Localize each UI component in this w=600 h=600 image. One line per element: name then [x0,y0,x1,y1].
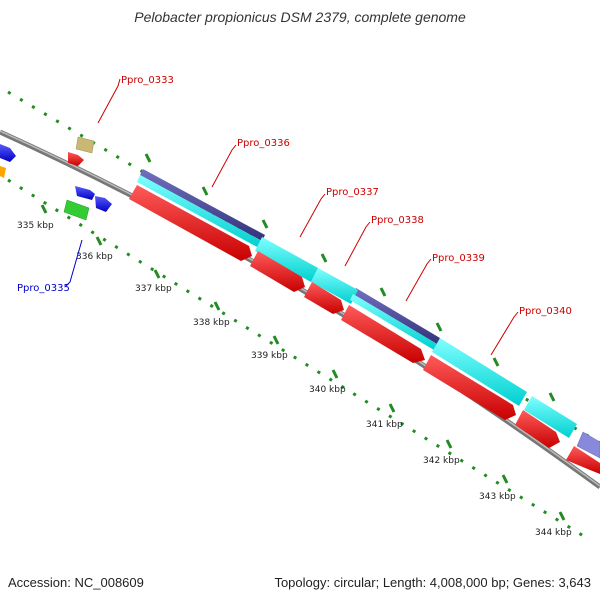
gene-label-ppro-0337[interactable]: Ppro_0337 [326,187,379,198]
red-gene-next[interactable] [515,410,560,448]
accession-text: Accession: NC_008609 [8,575,144,590]
navy-feature-1[interactable] [140,169,265,241]
gene-label-ppro-0340[interactable]: Ppro_0340 [519,306,572,317]
cyan-feature-6[interactable] [524,396,577,438]
red-gene-0333[interactable] [68,152,84,166]
tick-label: 341 kbp [366,420,403,430]
gene-label-ppro-0336[interactable]: Ppro_0336 [237,138,290,149]
cyan-feature-5[interactable] [432,338,527,406]
tick-label: 343 kbp [479,492,516,502]
tick-label: 335 kbp [17,221,54,231]
tick-label: 340 kbp [309,385,346,395]
gene-label-ppro-0339[interactable]: Ppro_0339 [432,253,485,264]
cyan-feature-3[interactable] [311,268,358,304]
tick-label: 342 kbp [423,456,460,466]
genome-backbone [0,129,600,490]
red-gene-0337[interactable] [250,251,305,292]
tick-label: 336 kbp [76,252,113,262]
tick-label: 338 kbp [193,318,230,328]
tick-label: 344 kbp [535,528,572,538]
navy-feature-2[interactable] [353,288,440,344]
blue-gene-1[interactable] [75,186,95,200]
tick-label: 339 kbp [251,351,288,361]
violet-feature[interactable] [576,431,600,459]
label-leaders [65,78,519,356]
blue-gene-left[interactable] [0,144,16,162]
tick-label: 337 kbp [135,284,172,294]
gene-label-ppro-0335[interactable]: Ppro_0335 [17,283,70,294]
red-gene-0339[interactable] [341,305,425,363]
cyan-feature-2[interactable] [255,237,318,282]
cyan-feature-1[interactable] [137,175,262,248]
green-gene-0335[interactable] [63,199,90,221]
cyan-feature-4[interactable] [350,294,437,350]
red-gene-edge[interactable] [566,446,600,474]
red-gene-0340[interactable] [423,355,516,420]
map-title: Pelobacter propionicus DSM 2379, complet… [134,9,466,25]
orange-gene-left[interactable] [0,166,6,178]
outer-major-ticks [144,153,556,402]
inner-tick-track [7,178,591,542]
outer-tick-track [7,90,600,445]
red-gene-0336[interactable] [129,185,252,261]
major-ticks [40,204,566,521]
red-gene-0338[interactable] [304,282,344,314]
blue-gene-2[interactable] [95,196,112,212]
tan-feature[interactable] [75,136,95,154]
gene-label-ppro-0338[interactable]: Ppro_0338 [371,215,424,226]
gene-label-ppro-0333[interactable]: Ppro_0333 [121,75,174,86]
summary-text: Topology: circular; Length: 4,008,000 bp… [274,575,591,590]
